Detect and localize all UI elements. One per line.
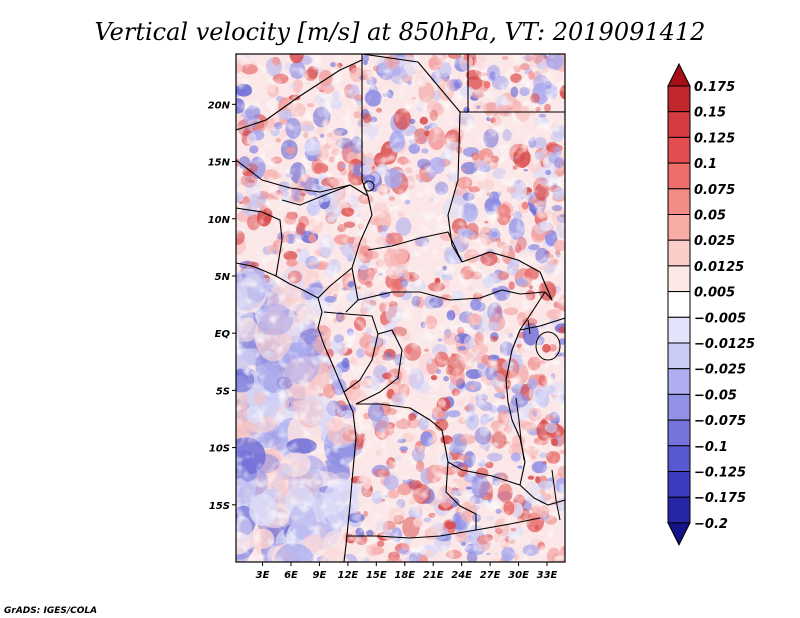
colorbar-swatch (667, 316, 691, 344)
border-algeria-niger (236, 59, 363, 131)
colorbar-level-label: 0.075 (694, 183, 735, 198)
border-car-drc (357, 289, 546, 301)
colorbar-level-label: −0.075 (694, 414, 746, 429)
colorbar-level-label: 0.1 (694, 157, 717, 172)
grads-credit: GrADS: IGES/COLA (4, 606, 97, 616)
y-tick-label: 15S (209, 501, 230, 512)
colorbar-level-label: 0.15 (694, 106, 726, 121)
x-tick-label: 15E (366, 570, 387, 581)
x-axis: 3E 6E 9E 12E 15E 18E 21E 24E 27E 30E 33E (256, 562, 558, 581)
border-nigeria-west (236, 207, 283, 277)
colorbar-level-label: −0.175 (694, 491, 746, 506)
border-niger-chad (361, 54, 369, 197)
x-tick-label: 12E (338, 570, 359, 581)
colorbar-swatch (667, 496, 691, 524)
colorbar-level-label: 0.125 (694, 131, 735, 146)
colorbar-swatch (667, 368, 691, 395)
colorbar-level-label: −0.05 (694, 388, 737, 403)
colorbar-level-label: −0.125 (694, 466, 746, 481)
plot-frame (235, 53, 566, 563)
colorbar-swatch (667, 162, 691, 190)
coastline (236, 262, 357, 562)
colorbar: 0.175 0.15 0.125 0.1 0.075 0.05 0.025 0.0125 0.0… (667, 62, 755, 547)
border-chad-car (367, 231, 463, 263)
colorbar-cap-top (667, 62, 691, 87)
x-tick-label: 33E (537, 570, 558, 581)
y-tick-label: EQ (215, 329, 231, 340)
border-sudan-ssudan (461, 251, 541, 273)
x-tick-label: 3E (256, 570, 270, 581)
x-tick-label: 6E (284, 570, 298, 581)
y-tick-label: 10S (209, 444, 230, 455)
colorbar-level-label: −0.0125 (694, 337, 755, 352)
y-tick-label: 10N (208, 215, 231, 226)
colorbar-level-label: 0.05 (694, 209, 726, 224)
country-borders (236, 54, 565, 562)
border-angola-drc (356, 403, 521, 486)
y-tick-label: 15N (208, 158, 231, 169)
x-tick-label: 24E (451, 570, 472, 581)
y-axis: 20N 15N 10N 5N EQ 5S 10S 15S (208, 100, 236, 512)
colorbar-swatch (667, 265, 691, 293)
colorbar-level-label: 0.005 (694, 286, 735, 301)
border-angola-namibia (346, 517, 541, 539)
border-angola-zambia (445, 461, 477, 530)
colorbar-swatch (667, 471, 691, 498)
border-ssudan-east (539, 271, 553, 301)
colorbar-level-label: 0.0125 (694, 260, 744, 275)
lake-chad (363, 180, 375, 192)
colorbar-cap-bottom (667, 522, 691, 547)
y-tick-label: 5S (216, 386, 230, 397)
lake-tanganyika (515, 397, 525, 461)
colorbar-swatch (667, 111, 691, 138)
border-nigeria-cameroon (281, 184, 373, 299)
x-tick-label: 9E (313, 570, 327, 581)
velocity-field (236, 54, 565, 562)
border-niger-south (261, 179, 351, 193)
colorbar-level-label: −0.025 (694, 363, 746, 378)
colorbar-swatch (667, 291, 691, 318)
border-mali-niger (236, 159, 263, 181)
colorbar-swatch (667, 214, 691, 241)
x-tick-label: 30E (508, 570, 529, 581)
colorbar-swatch (667, 85, 691, 113)
colorbar-swatch (667, 136, 691, 164)
border-libya-chad (361, 54, 461, 181)
x-tick-label: 21E (423, 570, 444, 581)
lake-victoria (535, 331, 561, 361)
colorbar-swatch (667, 393, 691, 421)
lake-albert (527, 319, 531, 335)
y-tick-label: 20N (208, 100, 231, 111)
x-tick-label: 18E (394, 570, 415, 581)
colorbar-swatch (667, 188, 691, 216)
lake-malawi (551, 469, 561, 521)
colorbar-level-label: −0.1 (694, 440, 728, 455)
colorbar-level-label: −0.2 (694, 517, 728, 532)
colorbar-swatch (667, 342, 691, 370)
colorbar-swatch (667, 445, 691, 472)
border-congo-drc (355, 329, 403, 405)
colorbar-swatch (667, 239, 691, 267)
y-tick-label: 5N (215, 272, 231, 283)
x-tick-label: 27E (480, 570, 501, 581)
colorbar-level-label: 0.175 (694, 80, 735, 95)
colorbar-swatch (667, 419, 691, 447)
lakes (363, 180, 561, 521)
colorbar-level-label: 0.025 (694, 234, 735, 249)
chart-title: Vertical velocity [m/s] at 850hPa, VT: 2… (95, 18, 706, 46)
border-chad-sudan (447, 179, 463, 263)
colorbar-level-label: −0.005 (694, 311, 746, 326)
border-east-africa (519, 317, 565, 331)
